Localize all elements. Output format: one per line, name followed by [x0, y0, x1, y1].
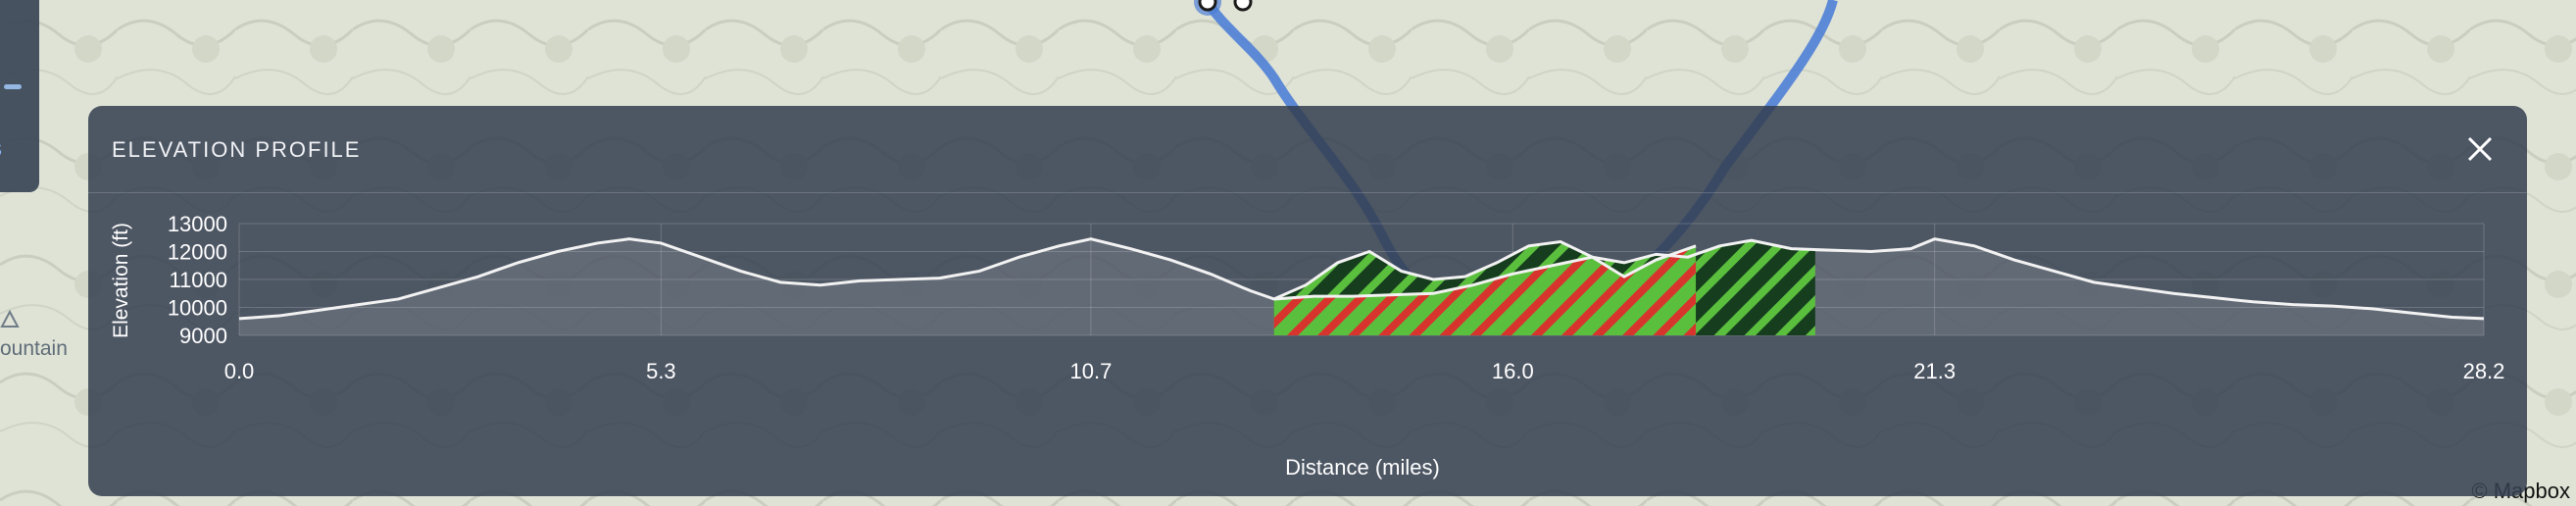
- x-axis: 0.0 5.3 10.7 16.0 21.3 28.2: [224, 359, 2505, 383]
- mountain-peak-icon: [0, 310, 20, 328]
- secondary-elevation-line: [1273, 244, 1697, 301]
- y-tick-label: 13000: [168, 212, 227, 236]
- close-icon[interactable]: [2464, 133, 2496, 165]
- y-axis: 13000 12000 11000 10000 9000: [168, 212, 227, 348]
- panel-handle[interactable]: [4, 84, 22, 89]
- hatched-segment-red[interactable]: [1273, 245, 1697, 335]
- elevation-line: [238, 237, 2485, 321]
- x-tick-label: 28.2: [2463, 359, 2505, 383]
- x-tick-label: 0.0: [224, 359, 255, 383]
- x-tick-label: 16.0: [1492, 359, 1534, 383]
- x-tick-label: 10.7: [1069, 359, 1112, 383]
- y-tick-label: 9000: [179, 324, 227, 348]
- x-axis-label: Distance (miles): [1285, 455, 1440, 480]
- map-place-label: ountain: [0, 337, 68, 360]
- y-axis-label: Elevation (ft): [110, 223, 132, 338]
- panel-title: ELEVATION PROFILE: [112, 137, 362, 162]
- left-side-panel[interactable]: s: [0, 0, 39, 192]
- y-tick-label: 10000: [168, 296, 227, 321]
- elevation-profile-panel: ELEVATION PROFILE 13000 12000 11000 10000 90…: [88, 106, 2527, 496]
- panel-header: ELEVATION PROFILE: [88, 106, 2527, 193]
- left-panel-text[interactable]: s: [0, 135, 2, 163]
- chart-areas: [238, 237, 2485, 335]
- elevation-chart[interactable]: 13000 12000 11000 10000 9000 0.0 5.3 10.7 16.0 2…: [88, 192, 2527, 496]
- y-tick-label: 11000: [169, 268, 227, 292]
- x-tick-label: 5.3: [646, 359, 676, 383]
- x-tick-label: 21.3: [1913, 359, 1956, 383]
- y-tick-label: 12000: [168, 240, 227, 265]
